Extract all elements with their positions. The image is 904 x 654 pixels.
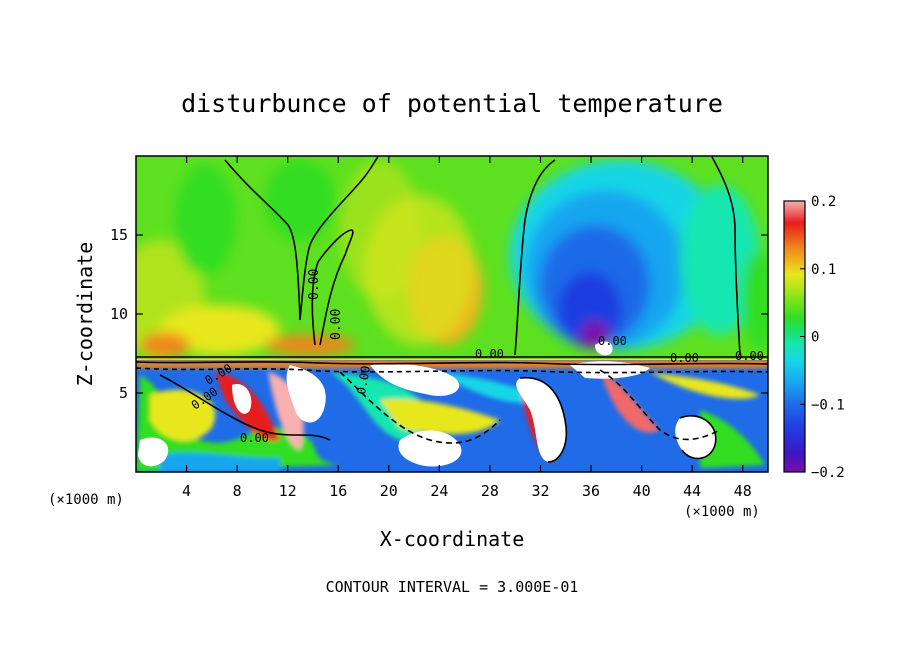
contour-mid-lobe [311,229,354,346]
x-tick-label: 20 [380,482,398,500]
left-upper-cool [175,165,235,275]
center-orange-base [265,335,355,355]
x-tick-label: 44 [683,482,701,500]
contour-label: 0.00 [354,365,373,396]
right-teal-edge [680,185,760,335]
contour-lower-2 [339,371,501,444]
x-tick-label: 36 [582,482,600,500]
colorbar: 0.2 0.1 0 −0.1 −0.2 [783,194,845,481]
x-tick-label: 4 [182,482,191,500]
colorbar-tick-label: −0.1 [811,397,845,413]
contour-right-dome [514,156,741,356]
y-tick-label: 5 [119,384,128,402]
x-tick-label: 32 [531,482,549,500]
contour-left-lobe [224,156,379,321]
x-axis-label: X-coordinate [380,527,525,551]
colorbar-tick-label: −0.2 [811,465,845,481]
x-unit-label-right: (×1000 m) [684,504,760,520]
center-yellow-ring [365,195,475,345]
plot-area: 0.00 0.00 0.00 0.00 0.00 0.00 0.00 0.00 … [136,156,768,472]
x-tick-label: 28 [481,482,499,500]
left-warm-low [160,305,280,355]
colorbar-tick-label: 0.1 [811,262,836,278]
contour-label: 0.00 [735,349,764,363]
x-axis: 4 8 12 16 20 24 28 32 36 40 44 48 [182,156,752,500]
contour-lower-5 [599,369,721,441]
colorbar-tick-label: 0 [811,330,819,346]
y-axis: 5 10 15 [110,226,768,402]
y-axis-label: Z-coordinate [73,242,97,387]
contour-label: 0.00 [475,347,504,361]
colorbar-tick-label: 0.2 [811,194,836,210]
contour-label: 0.00 [307,269,322,300]
contour-interface-2 [136,361,768,366]
x-tick-label: 40 [633,482,651,500]
contour-lower-3 [519,376,567,463]
contour-label: 0.00 [329,309,344,340]
contour-label: 0.00 [670,351,699,365]
contour-lower-1 [159,374,331,441]
contour-lower-4 [679,415,717,460]
colorbar-fill [784,201,805,472]
colorbar-ticks: 0.2 0.1 0 −0.1 −0.2 [800,194,845,481]
contour-lines [136,156,768,463]
x-tick-label: 16 [329,482,347,500]
contour-interface-3 [136,367,768,374]
y-tick-label: 15 [110,226,128,244]
mid-green-strip [265,160,335,240]
x-unit-label-left: (×1000 m) [48,492,124,508]
contour-label: 0.00 [240,431,269,445]
x-tick-label: 48 [734,482,752,500]
x-tick-label: 8 [233,482,242,500]
x-tick-label: 24 [430,482,448,500]
upper-field [136,160,768,360]
right-green-edge [742,250,768,350]
contour-label: 0.00 [598,334,627,348]
y-tick-label: 10 [110,305,128,323]
chart-title: disturbunce of potential temperature [181,89,723,118]
contour-interval-text: CONTOUR INTERVAL = 3.000E-01 [326,578,579,596]
x-tick-label: 12 [279,482,297,500]
left-orange-base [140,333,190,357]
